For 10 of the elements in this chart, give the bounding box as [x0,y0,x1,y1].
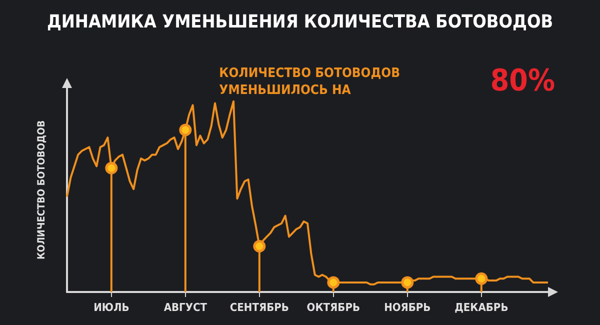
text: КОЛИЧЕСТВО БОТОВОДОВ УМЕНЬШИЛОСЬ НА [219,66,400,98]
x-tick-label: НОЯБРЬ [384,301,431,314]
x-tick-label: ИЮЛЬ [94,301,130,314]
x-tick-label: АВГУСТ [164,301,208,314]
text: 80% [490,64,556,98]
x-tick-label: СЕНТЯБРЬ [230,301,289,314]
x-tick-label: ОКТЯБРЬ [306,301,360,314]
x-tick-label: ДЕКАБРЬ [454,301,508,314]
chart-title: ДИНАМИКА УМЕНЬШЕНИЯ КОЛИЧЕСТВА БОТОВОДОВ [46,12,554,32]
y-axis-title: КОЛИЧЕСТВО БОТОВОДОВ [36,120,48,260]
